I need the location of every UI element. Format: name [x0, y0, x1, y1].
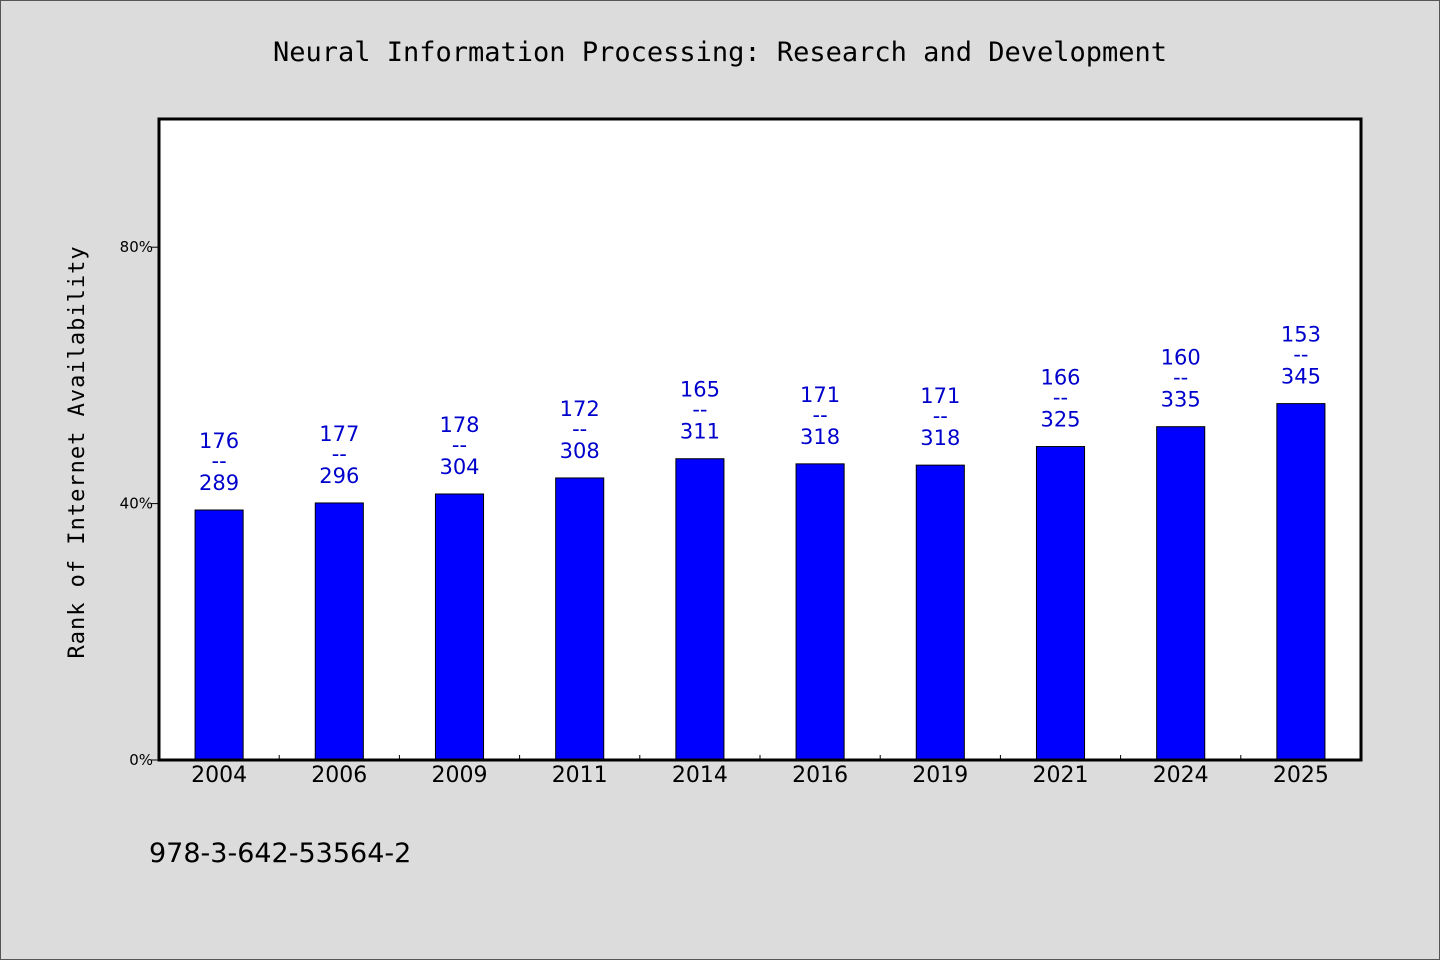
bar-label-bottom-2019: 318 — [920, 426, 960, 450]
bar-label-top-2021: 166 — [1040, 366, 1080, 390]
axis-layer: 2004 2006 2009 2011 2014 2016 2019 2021 2024 2025… — [120, 238, 1329, 788]
bar-label-top-2025: 153 — [1281, 323, 1321, 347]
x-tick-label-2004: 2004 — [191, 763, 247, 788]
plot-border — [157, 117, 1363, 762]
bar-label-bottom-2025: 345 — [1281, 365, 1321, 389]
bar-label-bottom-2021: 325 — [1040, 408, 1080, 432]
bar-label-top-2016: 171 — [800, 383, 840, 407]
bar-label-bottom-2004: 289 — [199, 471, 239, 495]
x-tick-label-2006: 2006 — [311, 763, 367, 788]
bar-label-sep-2024: -- — [1173, 366, 1188, 390]
bar-2014 — [675, 458, 725, 761]
bar-label-bottom-2016: 318 — [800, 425, 840, 449]
x-tick-label-2014: 2014 — [672, 763, 728, 788]
bar-label-top-2004: 176 — [199, 429, 239, 453]
x-tick-label-2011: 2011 — [552, 763, 608, 788]
bar-label-top-2011: 172 — [560, 397, 600, 421]
bar-label-top-2009: 178 — [439, 413, 479, 437]
chart-title: Neural Information Processing: Research … — [273, 37, 1167, 68]
x-tick-label-2025: 2025 — [1273, 763, 1329, 788]
bars-layer — [194, 403, 1326, 761]
y-axis-label: Rank of Internet Availability — [65, 245, 90, 658]
bar-2024 — [1156, 426, 1206, 761]
bar-2021 — [1035, 446, 1086, 761]
bar-label-top-2006: 177 — [319, 422, 359, 446]
bar-2016 — [795, 463, 845, 761]
bar-label-sep-2016: -- — [813, 403, 828, 427]
y-tick-label-80: 80% — [120, 238, 153, 256]
bar-label-sep-2006: -- — [332, 442, 347, 466]
bar-2011 — [555, 477, 605, 761]
bar-2004 — [194, 509, 244, 761]
x-tick-label-2021: 2021 — [1033, 763, 1089, 788]
bar-label-top-2019: 171 — [920, 384, 960, 408]
bar-label-sep-2019: -- — [933, 404, 948, 428]
y-tick-label-40: 40% — [120, 495, 153, 513]
bar-label-sep-2004: -- — [212, 449, 227, 473]
x-tick-label-2024: 2024 — [1153, 763, 1209, 788]
bar-2025 — [1276, 403, 1326, 761]
bar-label-bottom-2006: 296 — [319, 464, 359, 488]
bar-label-top-2024: 160 — [1161, 346, 1201, 370]
bar-label-bottom-2009: 304 — [439, 455, 479, 479]
bar-label-sep-2009: -- — [452, 433, 467, 457]
bar-label-sep-2011: -- — [572, 417, 587, 441]
isbn-footer: 978-3-642-53564-2 — [149, 838, 411, 869]
bar-label-bottom-2011: 308 — [560, 439, 600, 463]
x-tick-label-2019: 2019 — [912, 763, 968, 788]
bar-label-top-2014: 165 — [680, 378, 720, 402]
bar-2019 — [915, 464, 965, 761]
x-tick-label-2009: 2009 — [432, 763, 488, 788]
bar-label-sep-2025: -- — [1293, 343, 1308, 367]
bar-2006 — [314, 502, 364, 761]
data-labels-layer: 176--289177--296178--304172--308165--311… — [199, 323, 1321, 495]
bar-label-sep-2021: -- — [1053, 386, 1068, 410]
bar-label-bottom-2014: 311 — [680, 420, 720, 444]
y-tick-label-0: 0% — [129, 751, 153, 769]
x-tick-label-2016: 2016 — [792, 763, 848, 788]
bar-label-sep-2014: -- — [692, 398, 707, 422]
bar-label-bottom-2024: 335 — [1161, 388, 1201, 412]
bar-2009 — [434, 493, 485, 761]
